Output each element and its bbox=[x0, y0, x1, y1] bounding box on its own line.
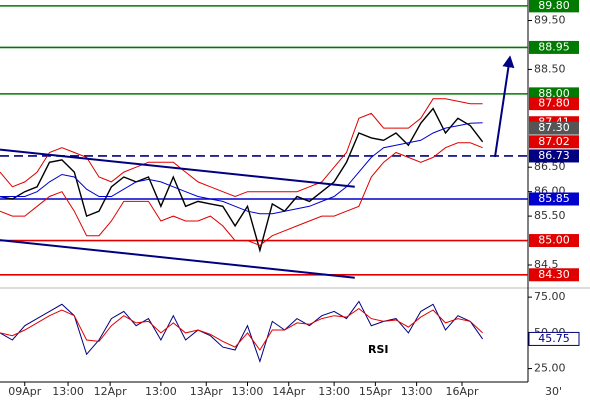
x-tick-label: 14Apr bbox=[272, 385, 306, 398]
level-label-box bbox=[529, 121, 579, 135]
x-tick-label: 13Apr bbox=[190, 385, 224, 398]
level-label-box bbox=[529, 97, 579, 111]
timeframe: 30' bbox=[545, 385, 562, 398]
level-label-box bbox=[529, 268, 579, 282]
series-line bbox=[0, 98, 483, 198]
level-label-box bbox=[529, 149, 579, 163]
level-label-box bbox=[529, 192, 579, 206]
y-tick-label: 86.50 bbox=[534, 160, 566, 173]
y-tick-label: 25.00 bbox=[534, 362, 566, 375]
level-label: 87.30 bbox=[538, 121, 570, 134]
x-tick-label: 13:00 bbox=[401, 385, 433, 398]
level-label: 87.80 bbox=[538, 97, 570, 110]
level-label: 86.73 bbox=[538, 149, 570, 162]
level-label-box bbox=[529, 87, 579, 101]
series-line bbox=[0, 142, 483, 246]
x-tick-label: 09Apr bbox=[8, 385, 42, 398]
x-tick-label: 13:00 bbox=[52, 385, 84, 398]
arrow bbox=[494, 55, 515, 158]
level-label: 89.80 bbox=[538, 0, 570, 12]
x-tick-label: 16Apr bbox=[445, 385, 479, 398]
last-label-box bbox=[528, 331, 580, 346]
level-label: 88.95 bbox=[538, 40, 570, 53]
level-label: 87.02 bbox=[538, 135, 570, 148]
y-tick-label: 85.50 bbox=[534, 209, 566, 222]
x-tick-label: 13:00 bbox=[318, 385, 350, 398]
series-line bbox=[0, 307, 483, 351]
series-line bbox=[0, 122, 483, 215]
y-tick-label: 89.50 bbox=[534, 14, 566, 27]
level-label: 84.30 bbox=[538, 268, 570, 281]
last-label: 45.75 bbox=[538, 332, 570, 345]
y-tick-label: 75.00 bbox=[534, 290, 566, 303]
panel-title: RSI bbox=[368, 343, 389, 356]
x-tick-label: 15Apr bbox=[359, 385, 393, 398]
y-tick-label: 88.50 bbox=[534, 62, 566, 75]
series-line bbox=[0, 107, 484, 253]
x-tick-label: 12Apr bbox=[94, 385, 128, 398]
level-label-box bbox=[529, 40, 579, 54]
trendline bbox=[0, 148, 355, 188]
level-label-box bbox=[529, 0, 579, 13]
level-label-box bbox=[529, 234, 579, 248]
series-line bbox=[0, 300, 484, 364]
level-label: 85.00 bbox=[538, 234, 570, 247]
level-label-box bbox=[529, 135, 579, 149]
level-label: 85.85 bbox=[538, 192, 570, 205]
level-label: 88.00 bbox=[538, 87, 570, 100]
y-tick-label: 84.5 bbox=[534, 258, 559, 271]
trendline bbox=[0, 239, 355, 279]
x-tick-label: 13:00 bbox=[232, 385, 264, 398]
x-tick-label: 13:00 bbox=[145, 385, 177, 398]
